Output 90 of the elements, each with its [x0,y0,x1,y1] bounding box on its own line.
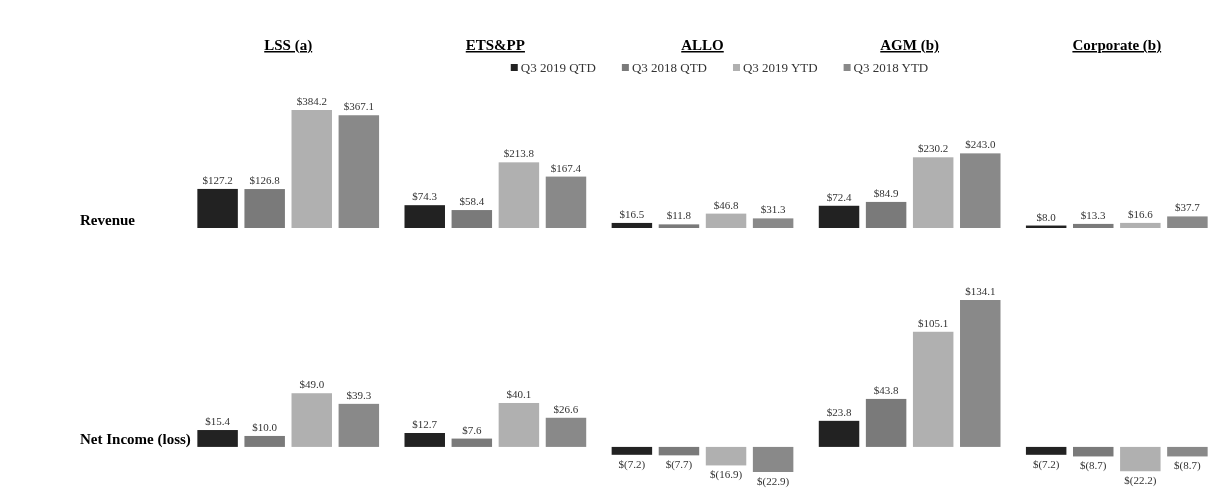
data-label: $12.7 [412,418,438,430]
data-label: $367.1 [343,100,374,113]
data-label: $(7.2) [618,457,646,471]
bar [611,446,653,455]
data-label: $(8.7) [1174,459,1202,473]
bar [705,213,747,228]
bar [197,430,238,447]
bar [1025,446,1067,455]
bar [244,189,285,228]
legend-label: Q3 2019 YTD [742,60,818,75]
x-tick-label: AGM (b) [880,37,940,54]
data-label: $230.2 [918,142,949,155]
bar [705,446,747,466]
bar [1073,446,1114,457]
data-label: $23.8 [826,405,852,418]
bar [865,201,907,228]
bar [498,402,540,447]
data-label: $31.3 [760,203,786,216]
data-label: $37.7 [1175,201,1201,214]
data-label: $74.3 [412,190,438,203]
data-label: $43.8 [873,383,899,396]
x-tick-label: ALLO [681,37,724,53]
bar [545,176,587,228]
data-label: $46.8 [713,198,739,211]
data-label: $134.1 [965,285,996,297]
data-label: $40.1 [506,387,532,400]
data-label: $384.2 [296,95,327,107]
data-label: $(7.2) [1032,457,1060,471]
data-label: $72.4 [826,190,852,203]
data-label: $213.8 [503,147,535,160]
data-label: $8.0 [1036,210,1057,223]
data-label: $(8.7) [1079,459,1107,473]
x-tick-label: Corporate (b) [1072,37,1162,54]
bar [752,446,794,472]
data-label: $(22.2) [1124,474,1157,488]
bar [912,331,954,447]
data-label: $167.4 [550,161,582,174]
data-label: $(7.7) [665,458,693,472]
legend-label: Q3 2018 YTD [853,60,929,75]
data-label: $7.6 [462,423,482,436]
bar [752,218,794,228]
bar [244,435,285,447]
bar [960,153,1001,228]
bar [960,300,1001,447]
y-axis-title: Revenue [80,212,136,228]
bar [291,393,332,447]
bar [404,205,445,228]
data-label: $13.3 [1080,208,1107,221]
bar [1073,223,1114,228]
bar [1120,446,1161,472]
data-label: $127.2 [202,173,233,186]
bar [818,205,860,228]
data-label: $11.8 [666,209,692,222]
x-tick-label: LSS (a) [264,37,313,54]
data-label: $39.3 [346,388,372,401]
data-label: $49.0 [299,378,325,391]
data-label: $15.4 [205,415,231,428]
bar [291,110,332,228]
bar [658,224,700,228]
data-label: $10.0 [252,420,278,433]
bar [658,446,700,456]
bar [1120,222,1161,228]
legend-label: Q3 2018 QTD [631,60,707,75]
bar [338,403,380,447]
bar [545,417,587,447]
data-label: $58.4 [459,195,485,208]
bar [912,157,954,228]
data-label: $(16.9) [710,468,743,482]
bar [197,188,238,228]
bar [611,222,653,228]
bar [818,420,860,447]
data-label: $126.8 [249,174,281,187]
bar [451,438,493,447]
bar [498,162,540,228]
bar [338,115,380,228]
legend-label: Q3 2019 QTD [520,60,596,75]
bar [865,398,907,447]
y-axis-title: Net Income (loss) [80,430,191,448]
bar [1167,446,1208,457]
bar [451,210,493,228]
data-label: $84.9 [873,186,899,199]
data-label: $16.6 [1127,207,1154,220]
data-label: $(22.9) [757,475,790,488]
x-tick-label: ETS&PP [465,37,525,53]
bar [404,433,445,447]
data-label: $105.1 [918,316,949,329]
data-label: $16.5 [619,207,645,220]
bar [1167,216,1208,228]
data-label: $243.0 [965,138,996,151]
data-label: $26.6 [553,402,579,415]
